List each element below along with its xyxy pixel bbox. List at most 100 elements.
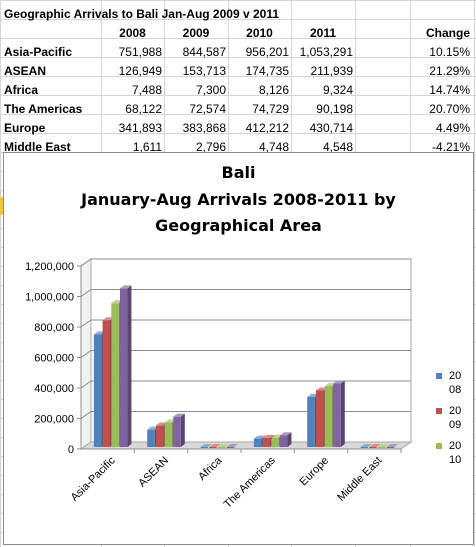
header-change[interactable]: Change — [425, 26, 470, 40]
value-2008-cell[interactable]: 341,893 — [118, 121, 162, 135]
value-2010-cell[interactable]: 174,735 — [245, 64, 289, 78]
chart-title-line-1: Bali — [221, 163, 256, 182]
value-2008-cell[interactable]: 1,611 — [132, 140, 162, 154]
change-cell[interactable]: 4.49% — [435, 121, 470, 135]
value-2011-cell[interactable]: 211,939 — [310, 64, 354, 78]
legend-swatch — [436, 443, 442, 449]
y-tick-label: 400,000 — [34, 383, 74, 395]
bar — [271, 437, 279, 447]
bar-top — [324, 383, 337, 387]
value-2010-cell[interactable]: 956,201 — [245, 45, 289, 59]
legend-label: 10 — [449, 454, 461, 466]
value-2008-cell[interactable]: 68,122 — [125, 102, 162, 116]
bar — [111, 303, 119, 447]
value-2008-cell[interactable]: 751,988 — [118, 45, 162, 59]
legend-label: 20 — [449, 370, 461, 382]
y-gridline — [80, 411, 411, 419]
value-2011-cell[interactable]: 430,714 — [309, 121, 353, 135]
legend-label: 20 — [449, 440, 461, 452]
column-divider — [474, 0, 475, 547]
value-2011-cell[interactable]: 9,324 — [322, 83, 353, 97]
value-2009-cell[interactable]: 7,300 — [195, 83, 226, 97]
bar-top — [111, 300, 123, 304]
bar — [155, 425, 164, 447]
category-label: Africa — [196, 454, 225, 483]
header-2011[interactable]: 2011 — [309, 26, 337, 40]
bar — [209, 447, 217, 448]
value-2010-cell[interactable]: 8,126 — [258, 83, 289, 97]
bar-top — [386, 444, 399, 447]
y-gridline — [80, 319, 411, 328]
value-2011-cell[interactable]: 90,198 — [316, 102, 353, 116]
value-2011-cell[interactable]: 4,548 — [322, 140, 353, 154]
bar — [315, 390, 324, 447]
bar — [102, 320, 111, 447]
value-2009-cell[interactable]: 383,868 — [182, 121, 226, 135]
region-cell[interactable]: The Americas — [4, 102, 83, 116]
y-tick-label: 0 — [68, 444, 74, 456]
y-gridline — [80, 380, 411, 389]
bar-top — [119, 285, 132, 289]
category-label: Middle East — [335, 455, 384, 504]
bar-top — [217, 444, 230, 447]
legend-label: 09 — [449, 419, 461, 431]
legend-label: 08 — [449, 384, 461, 396]
bar-top — [315, 387, 328, 391]
header-2009[interactable]: 2009 — [182, 26, 210, 40]
sheet-title[interactable]: Geographic Arrivals to Bali Jan-Aug 2009… — [4, 7, 280, 21]
bar — [279, 435, 288, 447]
bar-top — [369, 444, 381, 447]
value-2009-cell[interactable]: 72,574 — [189, 102, 226, 116]
bar-top — [93, 331, 106, 335]
bar-top — [155, 422, 168, 426]
value-2009-cell[interactable]: 2,796 — [195, 140, 226, 154]
change-cell[interactable]: 10.15% — [429, 45, 470, 59]
value-2008-cell[interactable]: 126,949 — [118, 64, 162, 78]
value-2009-cell[interactable]: 153,713 — [182, 64, 226, 78]
y-tick-label: 1,000,000 — [25, 292, 74, 304]
chart-area[interactable]: Bali January-Aug Arrivals 2008-2011 by G… — [3, 152, 474, 545]
change-cell[interactable]: 21.29% — [429, 64, 470, 78]
header-2008[interactable]: 2008 — [119, 26, 146, 40]
bar-top — [377, 444, 390, 447]
bar-top — [253, 435, 266, 439]
value-2010-cell[interactable]: 412,212 — [245, 121, 289, 135]
region-cell[interactable]: Europe — [4, 121, 46, 135]
legend-label: 20 — [449, 405, 461, 417]
change-cell[interactable]: 20.70% — [429, 102, 470, 116]
value-2010-cell[interactable]: 4,748 — [258, 140, 289, 154]
bar — [386, 447, 395, 448]
bar-side — [340, 380, 345, 447]
region-cell[interactable]: Middle East — [4, 140, 71, 154]
value-2011-cell[interactable]: 1,053,291 — [299, 45, 353, 59]
change-cell[interactable]: 14.74% — [429, 83, 470, 97]
y-gridline — [80, 289, 411, 297]
value-2008-cell[interactable]: 7,488 — [131, 83, 162, 97]
y-tick-label: 800,000 — [34, 322, 74, 334]
bar — [200, 447, 209, 448]
bar-top — [307, 393, 319, 397]
bar — [360, 447, 369, 448]
y-tick-label: 600,000 — [34, 353, 74, 365]
region-cell[interactable]: ASEAN — [4, 64, 47, 78]
bar-top — [200, 444, 213, 447]
category-label: The Americas — [222, 454, 278, 510]
y-tick-label: 200,000 — [34, 414, 74, 426]
bar-top — [164, 419, 177, 423]
bar-side — [127, 285, 132, 447]
category-label: Europe — [298, 455, 332, 489]
bar-top — [271, 434, 283, 438]
bar — [253, 438, 262, 447]
bar — [119, 288, 128, 447]
change-cell[interactable]: -4.21% — [431, 140, 470, 154]
bar-top — [333, 380, 345, 384]
header-2010[interactable]: 2010 — [246, 26, 273, 40]
bar-top — [360, 444, 373, 447]
value-2009-cell[interactable]: 844,587 — [182, 45, 226, 59]
chart-title-line-2: January-Aug Arrivals 2008-2011 by — [81, 190, 396, 209]
region-cell[interactable]: Africa — [4, 83, 39, 97]
region-cell[interactable]: Asia-Pacific — [4, 45, 73, 59]
bar — [173, 416, 181, 447]
value-2010-cell[interactable]: 74,729 — [252, 102, 289, 116]
bar-top — [262, 434, 275, 438]
